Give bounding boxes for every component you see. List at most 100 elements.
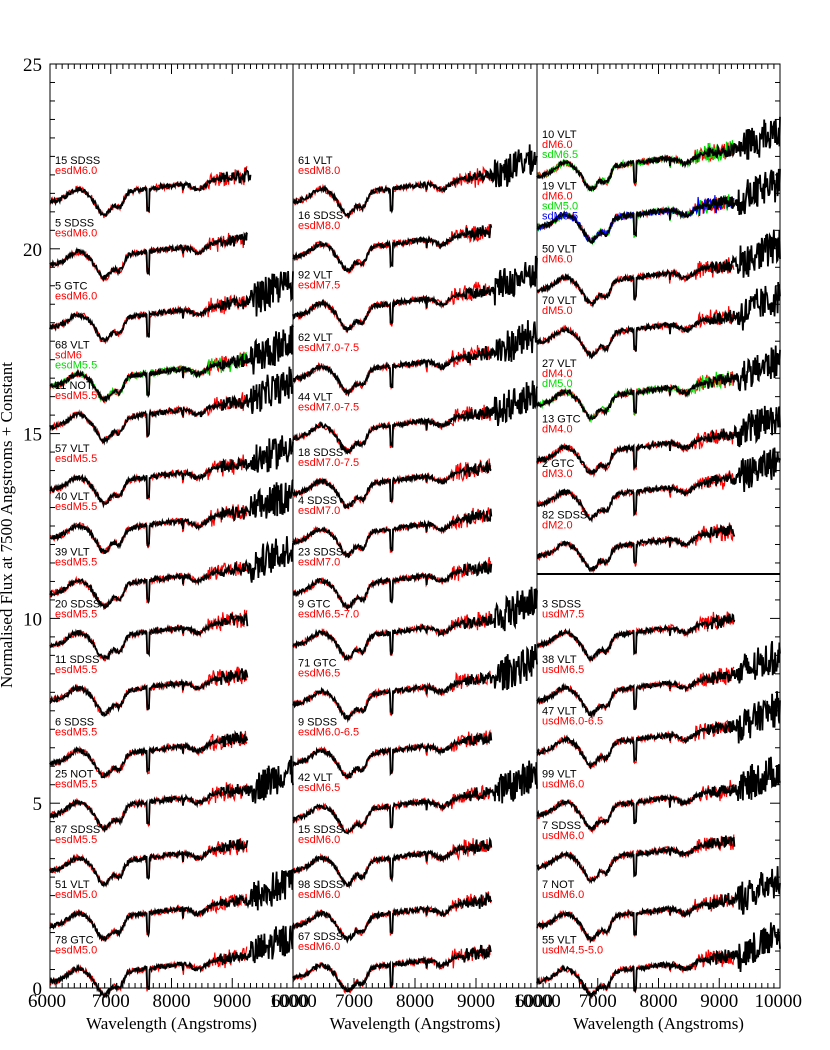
y-tick-label: 0: [33, 979, 43, 1000]
template-label: usdM6.0-6.5: [542, 715, 603, 727]
object-label: 92 VLT: [298, 269, 333, 281]
x-tick-label: 6000: [271, 991, 309, 1012]
object-label: 39 VLT: [55, 547, 90, 559]
object-trace: [49, 924, 294, 999]
object-trace: [536, 524, 736, 573]
object-label: 13 GTC: [542, 414, 581, 426]
object-label: 10 VLT: [542, 129, 577, 141]
object-trace: [536, 168, 781, 245]
template-label: sdM5.0: [542, 201, 578, 213]
object-trace: [292, 760, 538, 835]
object-trace: [49, 729, 249, 780]
object-trace: [292, 586, 538, 662]
object-trace: [292, 644, 538, 723]
object-trace: [292, 224, 493, 274]
x-tick-label: 10000: [513, 991, 561, 1012]
object-trace: [49, 612, 249, 661]
object-trace: [536, 281, 781, 360]
object-label: 57 VLT: [55, 443, 90, 455]
object-trace: [536, 756, 781, 833]
object-trace: [292, 320, 538, 398]
object-trace: [536, 835, 736, 885]
template-label: dM5.0: [542, 305, 573, 317]
object-trace: [49, 479, 294, 555]
object-label: 55 VLT: [542, 935, 577, 947]
object-trace: [536, 116, 781, 192]
template-label: dM6.0: [542, 191, 573, 203]
object-trace: [49, 839, 249, 888]
template-label: esdM7.0-7.5: [298, 457, 359, 469]
x-tick-label: 6000: [28, 991, 66, 1012]
object-label: 78 GTC: [55, 935, 94, 947]
template-label: sdM6.5: [542, 149, 578, 161]
object-label: 50 VLT: [542, 243, 577, 255]
x-tick-label: 7000: [579, 991, 617, 1012]
template-label: esdM5.5: [55, 501, 97, 513]
template-label: usdM6.0: [542, 889, 584, 901]
object-trace: [536, 922, 781, 998]
object-trace: [292, 836, 493, 889]
object-trace: [292, 944, 493, 993]
x-tick-label: 7000: [92, 991, 130, 1012]
x-tick-label: 7000: [335, 991, 373, 1012]
object-label: 99 VLT: [542, 768, 577, 780]
object-label: 9 GTC: [298, 598, 330, 610]
template-label: esdM5.5: [55, 727, 97, 739]
y-tick-label: 20: [23, 240, 42, 261]
object-label: 42 VLT: [298, 772, 333, 784]
template-label: esdM6.0: [298, 941, 340, 953]
object-label: 82 SDSS: [542, 510, 587, 522]
template-label: esdM5.5: [55, 360, 97, 372]
template-label: sdM6: [55, 350, 82, 362]
template-label: esdM5.0: [55, 889, 97, 901]
object-label: 44 VLT: [298, 391, 333, 403]
object-trace: [292, 508, 493, 559]
object-label: 7 NOT: [542, 879, 575, 891]
template-label: esdM5.5: [55, 557, 97, 569]
object-label: 19 VLT: [542, 181, 577, 193]
template-label: esdM7.5: [298, 279, 340, 291]
object-trace: [49, 435, 294, 509]
template-label: esdM5.5: [55, 778, 97, 790]
template-label: usdM4.5-5.0: [542, 945, 603, 957]
object-label: 20 SDSS: [55, 598, 100, 610]
object-label: 7 SDSS: [542, 820, 581, 832]
object-label: 15 SDSS: [55, 155, 100, 167]
object-trace: [536, 447, 781, 523]
template-label: esdM8.0: [298, 165, 340, 177]
y-tick-label: 5: [33, 794, 43, 815]
object-label: 15 SDSS: [298, 824, 343, 836]
x-tick-label: 8000: [640, 991, 678, 1012]
template-label: dM2.0: [542, 520, 573, 532]
x-tick-label: 9000: [457, 991, 495, 1012]
x-axis-title: Wavelength (Angstroms): [86, 1014, 257, 1033]
object-trace: [292, 732, 493, 780]
x-tick-label: 8000: [153, 991, 191, 1012]
x-tick-label: 10000: [755, 991, 803, 1012]
object-label: 67 SDSS: [298, 931, 343, 943]
x-tick-label: 10000: [269, 991, 317, 1012]
object-label: 87 SDSS: [55, 824, 100, 836]
